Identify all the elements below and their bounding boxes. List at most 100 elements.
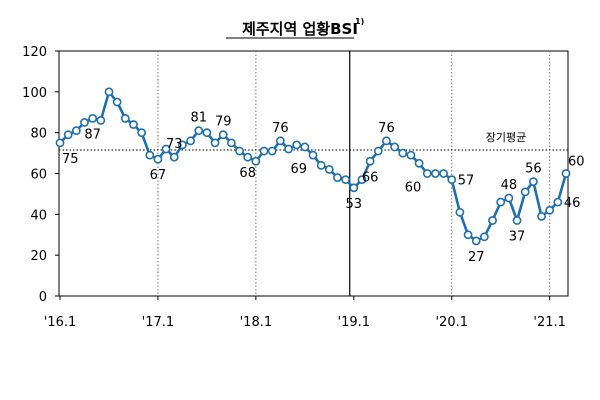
data-label-12: 67 [150, 168, 167, 183]
data-point-4 [88, 113, 98, 123]
data-point-32 [316, 160, 326, 170]
data-point-60 [545, 205, 555, 215]
data-point-19 [210, 138, 220, 148]
data-point-56 [512, 216, 522, 225]
data-point-15 [178, 140, 187, 150]
data-label-51: 27 [468, 250, 485, 265]
data-point-0 [55, 138, 65, 148]
data-point-58 [528, 177, 538, 187]
chart-title-text: 제주지역 업황BSI [242, 20, 358, 38]
data-point-22 [235, 146, 244, 156]
data-point-16 [186, 136, 195, 146]
data-label-36: 53 [346, 197, 363, 212]
data-point-1 [63, 130, 73, 140]
y-axis: 0 20 40 60 80 100 120 [22, 45, 59, 305]
data-point-23 [243, 152, 253, 162]
data-point-33 [324, 165, 334, 174]
data-point-51 [471, 236, 481, 246]
data-point-14 [169, 152, 179, 162]
data-label-20: 79 [215, 115, 232, 130]
data-point-49 [455, 207, 465, 217]
data-point-50 [463, 230, 473, 240]
x-tick-label-2: '18.1 [240, 315, 273, 330]
data-point-48 [447, 175, 457, 185]
data-point-17 [194, 126, 204, 136]
data-label-27: 76 [272, 121, 289, 136]
data-point-28 [284, 144, 293, 154]
data-label-58: 56 [525, 162, 542, 177]
data-label-17: 81 [190, 111, 207, 126]
data-point-10 [137, 128, 147, 138]
data-point-6 [104, 87, 114, 97]
data-point-52 [479, 232, 489, 242]
y-tick-label-100: 100 [22, 86, 47, 101]
data-point-9 [129, 120, 138, 129]
data-label-0: 75 [62, 152, 79, 167]
data-label-62: 60 [568, 155, 585, 170]
data-point-27 [275, 136, 285, 146]
reference-line-group: 장기평균 [59, 131, 568, 151]
chart-title: 제주지역 업황BSI 1) [226, 17, 364, 39]
data-point-11 [145, 150, 155, 160]
data-point-43 [406, 150, 416, 160]
data-point-21 [226, 138, 236, 148]
data-point-61 [553, 197, 563, 207]
x-tick-label-0: '16.1 [44, 315, 77, 330]
data-point-37 [357, 175, 367, 185]
data-point-34 [333, 173, 342, 182]
data-point-46 [431, 169, 440, 178]
data-point-12 [153, 154, 163, 164]
data-point-13 [161, 144, 171, 154]
data-label-23: 68 [239, 166, 256, 181]
data-point-18 [202, 128, 212, 138]
y-tick-label-80: 80 [30, 127, 47, 142]
data-point-7 [112, 97, 122, 107]
data-label-40: 76 [378, 121, 395, 136]
data-point-30 [300, 142, 310, 152]
x-tick-label-5: '21.1 [533, 315, 566, 330]
grid-lines [157, 51, 551, 296]
y-tick-label-40: 40 [30, 208, 47, 223]
chart-title-superscript: 1) [355, 17, 364, 26]
data-point-26 [267, 146, 277, 156]
data-point-8 [120, 113, 130, 123]
data-point-45 [422, 169, 432, 178]
data-label-56: 37 [509, 229, 526, 244]
x-tick-label-4: '20.1 [435, 315, 468, 330]
data-point-36 [349, 183, 359, 193]
data-point-44 [414, 158, 424, 168]
long-term-average-label: 장기평균 [486, 131, 526, 144]
data-point-62 [561, 169, 571, 178]
y-tick-label-0: 0 [39, 290, 47, 305]
data-label-61: 46 [564, 196, 581, 211]
y-tick-label-120: 120 [22, 45, 47, 60]
data-point-24 [251, 156, 261, 166]
data-point-25 [259, 146, 269, 156]
data-point-5 [96, 116, 106, 125]
plot-area-frame [58, 50, 569, 297]
x-tick-label-3: '19.1 [338, 315, 371, 330]
data-label-48: 57 [458, 174, 475, 189]
data-point-47 [439, 169, 448, 178]
data-point-53 [488, 216, 497, 225]
data-point-35 [341, 175, 351, 185]
data-labels: 75 87 67 73 81 79 68 76 69 53 66 76 60 57 27 48 37 56 46 60 [62, 111, 585, 265]
series-group [55, 87, 571, 246]
data-point-40 [382, 136, 391, 146]
data-label-4: 87 [84, 127, 101, 142]
y-tick-label-60: 60 [30, 168, 47, 183]
data-label-31: 69 [290, 162, 307, 177]
data-point-2 [71, 126, 81, 136]
data-point-3 [80, 118, 89, 127]
data-label-55: 48 [501, 178, 518, 193]
data-point-42 [398, 148, 408, 158]
data-point-41 [390, 142, 400, 152]
data-point-55 [504, 193, 514, 203]
data-point-38 [365, 156, 375, 166]
data-point-20 [218, 130, 228, 140]
y-tick-label-20: 20 [30, 249, 47, 264]
data-label-45: 60 [405, 181, 422, 196]
data-point-29 [292, 140, 302, 150]
data-point-31 [308, 150, 318, 160]
